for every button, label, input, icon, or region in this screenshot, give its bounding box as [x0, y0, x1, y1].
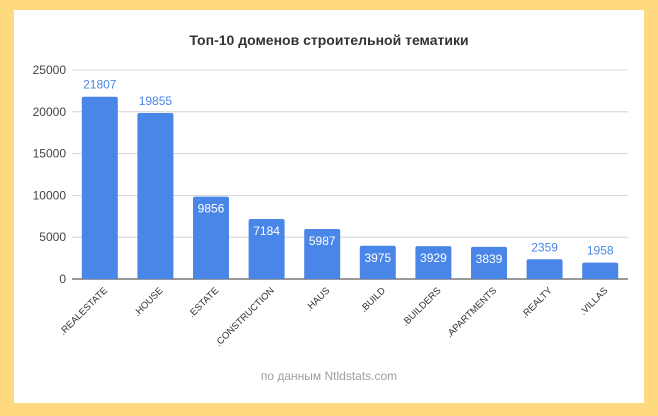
source-note: по данным Ntldstats.com: [260, 369, 398, 383]
y-tick-label: 10000: [33, 188, 67, 202]
data-label: 21807: [83, 78, 117, 92]
bar: [415, 246, 452, 279]
bar: [471, 246, 507, 279]
data-label: 1958: [587, 244, 614, 258]
data-label: 2359: [531, 240, 558, 254]
bar: [248, 218, 285, 279]
data-label: 9856: [198, 202, 225, 216]
data-label: 19855: [139, 94, 173, 108]
chart-title: Топ-10 доменов строительной тематики: [189, 32, 469, 48]
data-label: 7184: [253, 224, 280, 238]
chart-card: Топ-10 доменов строительной тематики 0 50…: [14, 10, 644, 403]
bar: [526, 259, 563, 279]
data-label: 5987: [309, 234, 336, 248]
x-tick-label: .BUILDERS: [400, 285, 443, 328]
data-label: 3839: [476, 252, 503, 266]
x-tick-label: .HOUSE: [132, 285, 166, 319]
y-tick-label: 20000: [33, 105, 67, 119]
x-tick-label: .APARTMENTS: [444, 285, 499, 340]
x-tick-label: .ESTATE: [186, 285, 221, 320]
bar: [193, 196, 229, 279]
bar: [304, 228, 341, 279]
x-tick-label: .REALESTATE: [58, 285, 110, 337]
bar: [359, 245, 396, 279]
data-label: 3975: [364, 251, 391, 265]
x-tick-label: .REALTY: [519, 285, 555, 321]
bar: [582, 262, 619, 279]
x-tick-label: .VILLAS: [578, 285, 610, 317]
y-tick-label: 5000: [39, 230, 66, 244]
y-tick-label: 0: [59, 272, 66, 286]
bar: [81, 96, 118, 279]
bar: [137, 113, 174, 279]
x-tick-label: .BUILD: [358, 285, 388, 315]
bar-chart: 0 5000 10000 15000 20000 25000 21807 .REALESTAT…: [33, 63, 628, 349]
x-tick-label: .CONSTRUCTION: [213, 285, 277, 349]
y-tick-label: 15000: [33, 147, 67, 161]
data-label: 3929: [420, 251, 447, 265]
y-tick-label: 25000: [33, 63, 67, 77]
x-tick-label: .HAUS: [304, 285, 332, 313]
